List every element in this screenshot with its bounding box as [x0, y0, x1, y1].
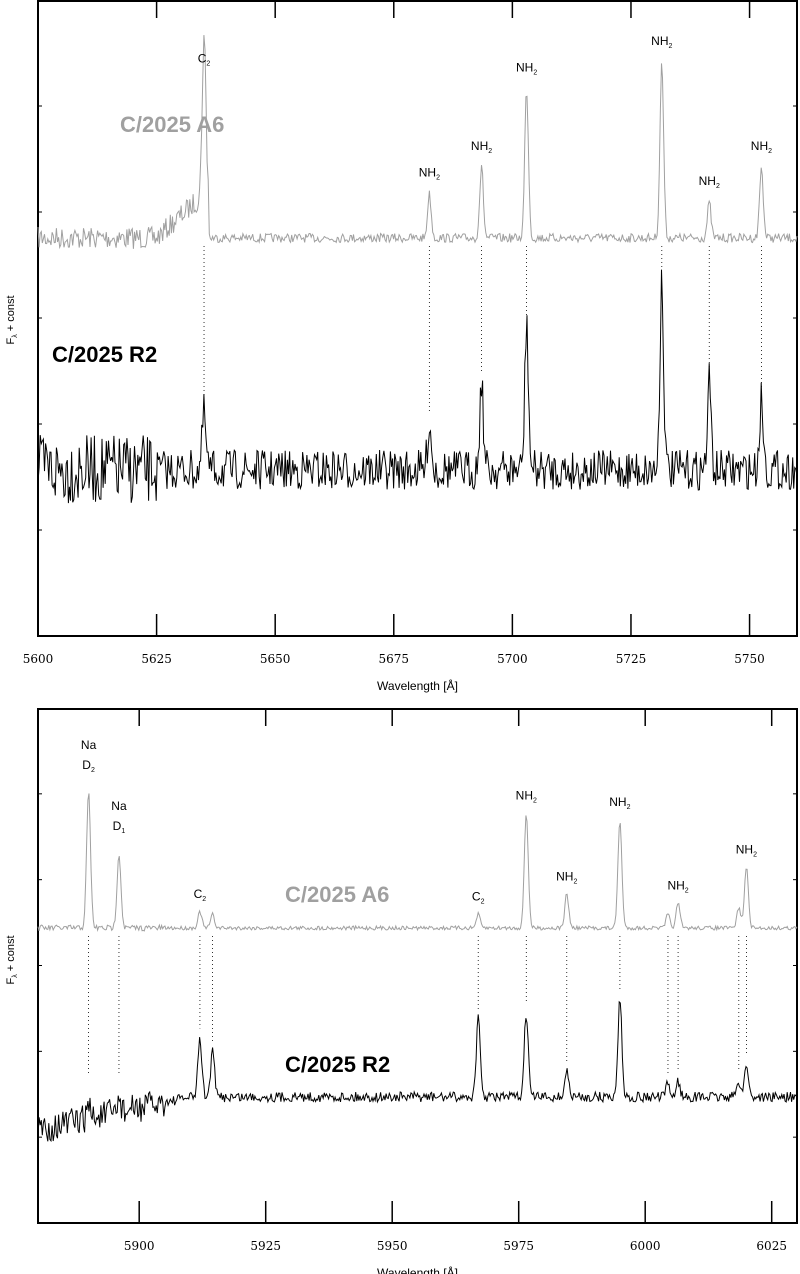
line-label: C2 — [472, 890, 485, 906]
x-tick-label: 5600 — [23, 652, 54, 666]
line-label: Na — [81, 738, 97, 752]
line-label: C2 — [194, 887, 207, 903]
series-label: C/2025 R2 — [52, 342, 157, 367]
line-label: NH2 — [751, 139, 772, 155]
spectrum-c-2025-a6 — [37, 35, 798, 250]
line-label: NH2 — [651, 34, 672, 50]
x-tick-label: 5675 — [379, 652, 410, 666]
line-label-sub: D2 — [82, 758, 95, 774]
line-label: NH2 — [699, 174, 720, 190]
x-tick-label: 5700 — [497, 652, 528, 666]
line-label: NH2 — [556, 869, 577, 885]
plot-frame — [37, 0, 798, 637]
x-tick-label: 5925 — [250, 1239, 281, 1253]
x-tick-label: 5900 — [124, 1239, 155, 1253]
plot-frame — [37, 708, 798, 1224]
line-label: NH2 — [471, 139, 492, 155]
y-axis-label: Fλ + const — [5, 295, 19, 344]
panel-2: 5900 5925 5950 5975 6000 6025 Wavelength [Å] Fλ… — [5, 708, 798, 1274]
panel-1: 5600 5625 5650 5675 5700 5725 5750 Wavelength [… — [5, 0, 798, 693]
series-label: C/2025 R2 — [285, 1052, 390, 1077]
line-label: NH2 — [516, 60, 537, 76]
spectrum-c-2025-r2 — [37, 269, 798, 504]
y-axis-label: Fλ + const — [5, 935, 19, 984]
series-label: C/2025 A6 — [120, 112, 224, 137]
spectrum-c-2025-r2 — [37, 1000, 798, 1143]
x-tick-label: 6000 — [630, 1239, 661, 1253]
x-tick-label: 5725 — [616, 652, 647, 666]
spectrum-c-2025-a6 — [37, 793, 798, 932]
line-label: NH2 — [516, 788, 537, 804]
line-label: NH2 — [609, 795, 630, 811]
x-tick-label: 6025 — [756, 1239, 787, 1253]
x-tick-label: 5750 — [734, 652, 765, 666]
line-label: Na — [111, 799, 127, 813]
x-tick-label: 5650 — [260, 652, 291, 666]
line-label: NH2 — [667, 879, 688, 895]
x-tick-label: 5625 — [141, 652, 172, 666]
line-label: NH2 — [736, 842, 757, 858]
line-label: NH2 — [419, 165, 440, 181]
line-label: C2 — [198, 52, 211, 68]
series-label: C/2025 A6 — [285, 882, 389, 907]
x-axis-label: Wavelength [Å] — [377, 1265, 458, 1274]
line-label-sub: D1 — [113, 819, 126, 835]
x-axis-label: Wavelength [Å] — [377, 678, 458, 693]
x-tick-label: 5950 — [377, 1239, 408, 1253]
x-tick-label: 5975 — [503, 1239, 534, 1253]
